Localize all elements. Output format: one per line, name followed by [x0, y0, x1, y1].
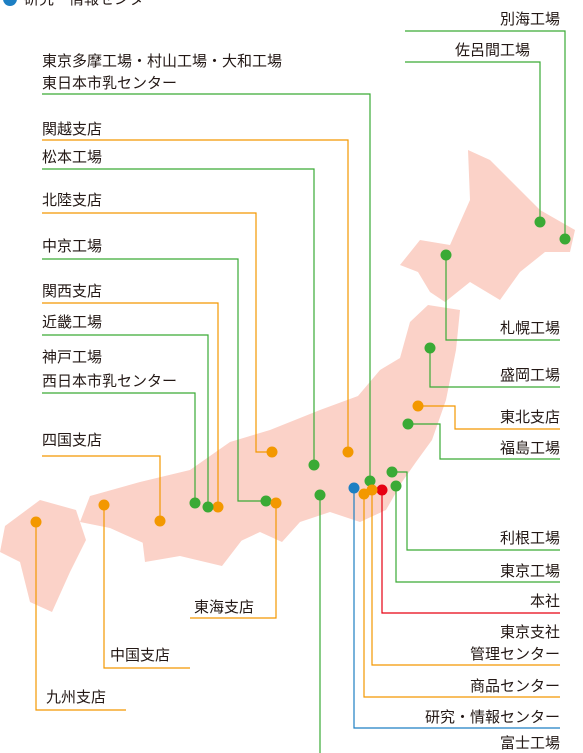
- location-dot: [212, 501, 224, 513]
- location-label: 管理センター: [470, 645, 560, 663]
- location-dot: [260, 495, 272, 507]
- location-label: 西日本市乳センター: [42, 372, 177, 390]
- location-label: 福島工場: [500, 439, 560, 457]
- location-dot: [376, 484, 388, 496]
- leader-line: [42, 93, 371, 481]
- location-dot: [98, 499, 110, 511]
- location-dot: [270, 497, 282, 509]
- leader-line: [190, 503, 277, 619]
- location-label: 札幌工場: [500, 319, 560, 337]
- location-dot: [348, 482, 360, 494]
- japan-map: [0, 150, 575, 612]
- location-label: 中京工場: [42, 237, 102, 255]
- hokkaido: [400, 150, 575, 302]
- location-label: 東京多摩工場・村山工場・大和工場: [42, 52, 282, 70]
- location-label: 利根工場: [500, 529, 560, 547]
- leader-line: [103, 505, 190, 669]
- location-dot: [342, 446, 354, 458]
- kyushu: [0, 500, 86, 612]
- location-dot: [534, 216, 546, 228]
- leader-line: [405, 61, 541, 222]
- location-dot: [424, 342, 436, 354]
- location-label: 東京工場: [500, 562, 560, 580]
- leader-line: [405, 30, 566, 239]
- location-label: 関西支店: [42, 282, 102, 300]
- location-dot: [402, 418, 414, 430]
- leader-line: [42, 392, 196, 503]
- location-dot: [30, 516, 42, 528]
- location-label: 研究・情報センター: [425, 708, 560, 726]
- location-label: 別海工場: [500, 10, 560, 28]
- leader-line: [395, 486, 560, 583]
- shikoku: [140, 514, 242, 566]
- location-label: 富士工場: [500, 734, 560, 752]
- leader-line: [429, 348, 560, 388]
- leader-line: [363, 494, 560, 698]
- leader-line: [392, 471, 560, 551]
- leader-line: [353, 488, 560, 729]
- location-label: 盛岡工場: [500, 366, 560, 384]
- legend-label: 研究・情報センター: [24, 0, 159, 8]
- location-label: 商品センター: [470, 677, 560, 695]
- location-label: 東北支店: [500, 408, 560, 426]
- leader-line: [35, 522, 126, 711]
- location-label: 関越支店: [42, 120, 102, 138]
- location-dot: [202, 501, 214, 513]
- leader-line: [42, 334, 209, 507]
- location-dot: [189, 497, 201, 509]
- leader-line: [42, 212, 272, 453]
- location-label: 中国支店: [110, 646, 170, 664]
- location-dot: [390, 480, 402, 492]
- leader-line: [42, 258, 266, 502]
- leader-line: [418, 405, 560, 430]
- location-dot: [440, 249, 452, 261]
- location-dot: [559, 233, 571, 245]
- location-label: 東京支社: [500, 623, 560, 641]
- leader-line: [42, 455, 161, 521]
- location-dot: [386, 466, 398, 478]
- location-dot: [358, 488, 370, 500]
- leader-line: [42, 168, 315, 465]
- location-dot: [412, 400, 424, 412]
- leader-line: [445, 255, 560, 341]
- location-label: 近畿工場: [42, 313, 102, 331]
- location-label: 東海支店: [194, 598, 254, 616]
- leader-line: [371, 490, 560, 666]
- legend-dot: [3, 0, 17, 6]
- location-dot: [308, 459, 320, 471]
- honshu: [80, 305, 460, 546]
- location-dot: [154, 515, 166, 527]
- leader-line: [408, 423, 560, 460]
- location-label: 東日本市乳センター: [42, 74, 177, 92]
- leader-line: [42, 302, 219, 507]
- location-label: 四国支店: [42, 431, 102, 449]
- location-label: 本社: [530, 592, 560, 610]
- location-label: 佐呂間工場: [455, 41, 530, 59]
- location-label: 北陸支店: [42, 191, 102, 209]
- location-dot: [266, 446, 278, 458]
- leader-line: [42, 139, 349, 452]
- location-label: 神戸工場: [42, 348, 102, 366]
- location-label: 九州支店: [46, 688, 106, 706]
- location-dot: [364, 475, 376, 487]
- location-label: 松本工場: [42, 148, 102, 166]
- location-dot: [314, 489, 326, 501]
- leader-line: [381, 490, 560, 614]
